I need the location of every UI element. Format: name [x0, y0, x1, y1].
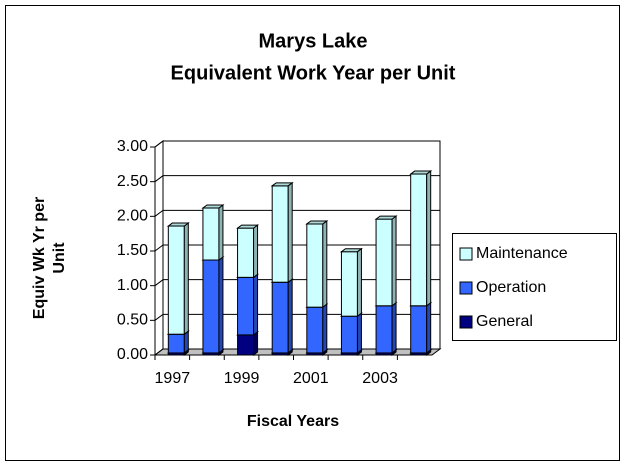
x-tick-label: 2001	[293, 370, 329, 387]
bar-face	[287, 278, 293, 354]
legend-label: Maintenance	[476, 245, 568, 262]
bar-face	[237, 227, 255, 278]
chart-title: Marys Lake	[259, 30, 368, 52]
legend-label: Operation	[476, 279, 546, 296]
legend-swatch	[459, 281, 473, 295]
bar-segment	[166, 222, 190, 336]
legend-label: General	[476, 313, 533, 330]
grid-line	[154, 244, 440, 252]
bar-face	[375, 218, 393, 307]
y-tick-label: 1.50	[117, 242, 148, 259]
bar-face	[236, 224, 260, 229]
legend-swatch	[459, 247, 473, 261]
bar-face	[356, 247, 362, 318]
y-tick-label: 1.00	[117, 277, 148, 294]
grid-line	[154, 175, 440, 183]
bar-face	[305, 220, 329, 225]
bar-face	[183, 330, 189, 354]
bar-face	[166, 222, 190, 227]
bar-face	[271, 281, 289, 354]
x-axis-label: Fiscal Years	[247, 413, 339, 430]
bar-segment	[339, 312, 363, 354]
y-tick-label: 2.50	[117, 173, 148, 190]
bar-face	[167, 225, 185, 335]
y-tick-label: 0.50	[117, 312, 148, 329]
bar-face	[340, 315, 358, 354]
bar-face	[253, 330, 259, 356]
bar-face	[270, 182, 294, 187]
bar-segment	[409, 170, 433, 307]
y-tick-label: 2.00	[117, 208, 148, 225]
bar-face	[218, 256, 224, 354]
bar-face	[410, 173, 428, 307]
chart-title: Equivalent Work Year per Unit	[171, 62, 456, 84]
bar-segment	[270, 181, 294, 284]
x-tick-label: 1999	[224, 370, 260, 387]
grid-line	[154, 209, 440, 217]
x-tick-label: 1997	[155, 370, 191, 387]
bar-face	[356, 312, 362, 354]
legend	[452, 233, 617, 341]
bar-face	[271, 185, 289, 283]
x-tick-label: 2003	[362, 370, 398, 387]
bar-face	[391, 301, 397, 354]
legend-swatch	[459, 315, 473, 329]
bar-face	[322, 303, 328, 354]
bar-face	[201, 204, 225, 209]
bar-face	[339, 248, 363, 253]
bar-face	[167, 333, 185, 354]
bar-face	[340, 251, 358, 317]
y-axis-label: Equiv Wk Yr per Unit	[31, 196, 68, 320]
bar-face	[202, 259, 220, 354]
bar-face	[287, 181, 293, 284]
bar-face	[253, 224, 259, 279]
bar-face	[374, 215, 398, 220]
bar-face	[426, 301, 432, 354]
bar-face	[183, 222, 189, 336]
bar-face	[426, 170, 432, 307]
bar-face	[410, 305, 428, 354]
bar-face	[409, 170, 433, 175]
grid-line	[154, 140, 440, 148]
floor	[153, 348, 442, 356]
bar-face	[237, 334, 255, 356]
y-tick-label: 0.00	[117, 346, 148, 363]
bar-face	[391, 215, 397, 307]
bar-segment	[409, 301, 433, 354]
bar-face	[306, 223, 324, 308]
bar-segment	[374, 301, 398, 354]
bar-segment	[339, 247, 363, 318]
bar-segment	[374, 215, 398, 307]
bar-face	[253, 273, 259, 336]
bar-segment	[270, 278, 294, 354]
bar-face	[202, 207, 220, 261]
bar-segment	[201, 204, 225, 262]
bar-segment	[236, 224, 260, 279]
bar-segment	[236, 273, 260, 336]
y-tick-label: 3.00	[117, 138, 148, 155]
bar-face	[218, 204, 224, 262]
bar-face	[237, 276, 255, 336]
bar-segment	[305, 219, 329, 309]
bar-face	[322, 219, 328, 309]
bar-segment	[305, 303, 329, 354]
bar-face	[375, 305, 393, 354]
bar-face	[306, 306, 324, 354]
bar-segment	[201, 256, 225, 354]
